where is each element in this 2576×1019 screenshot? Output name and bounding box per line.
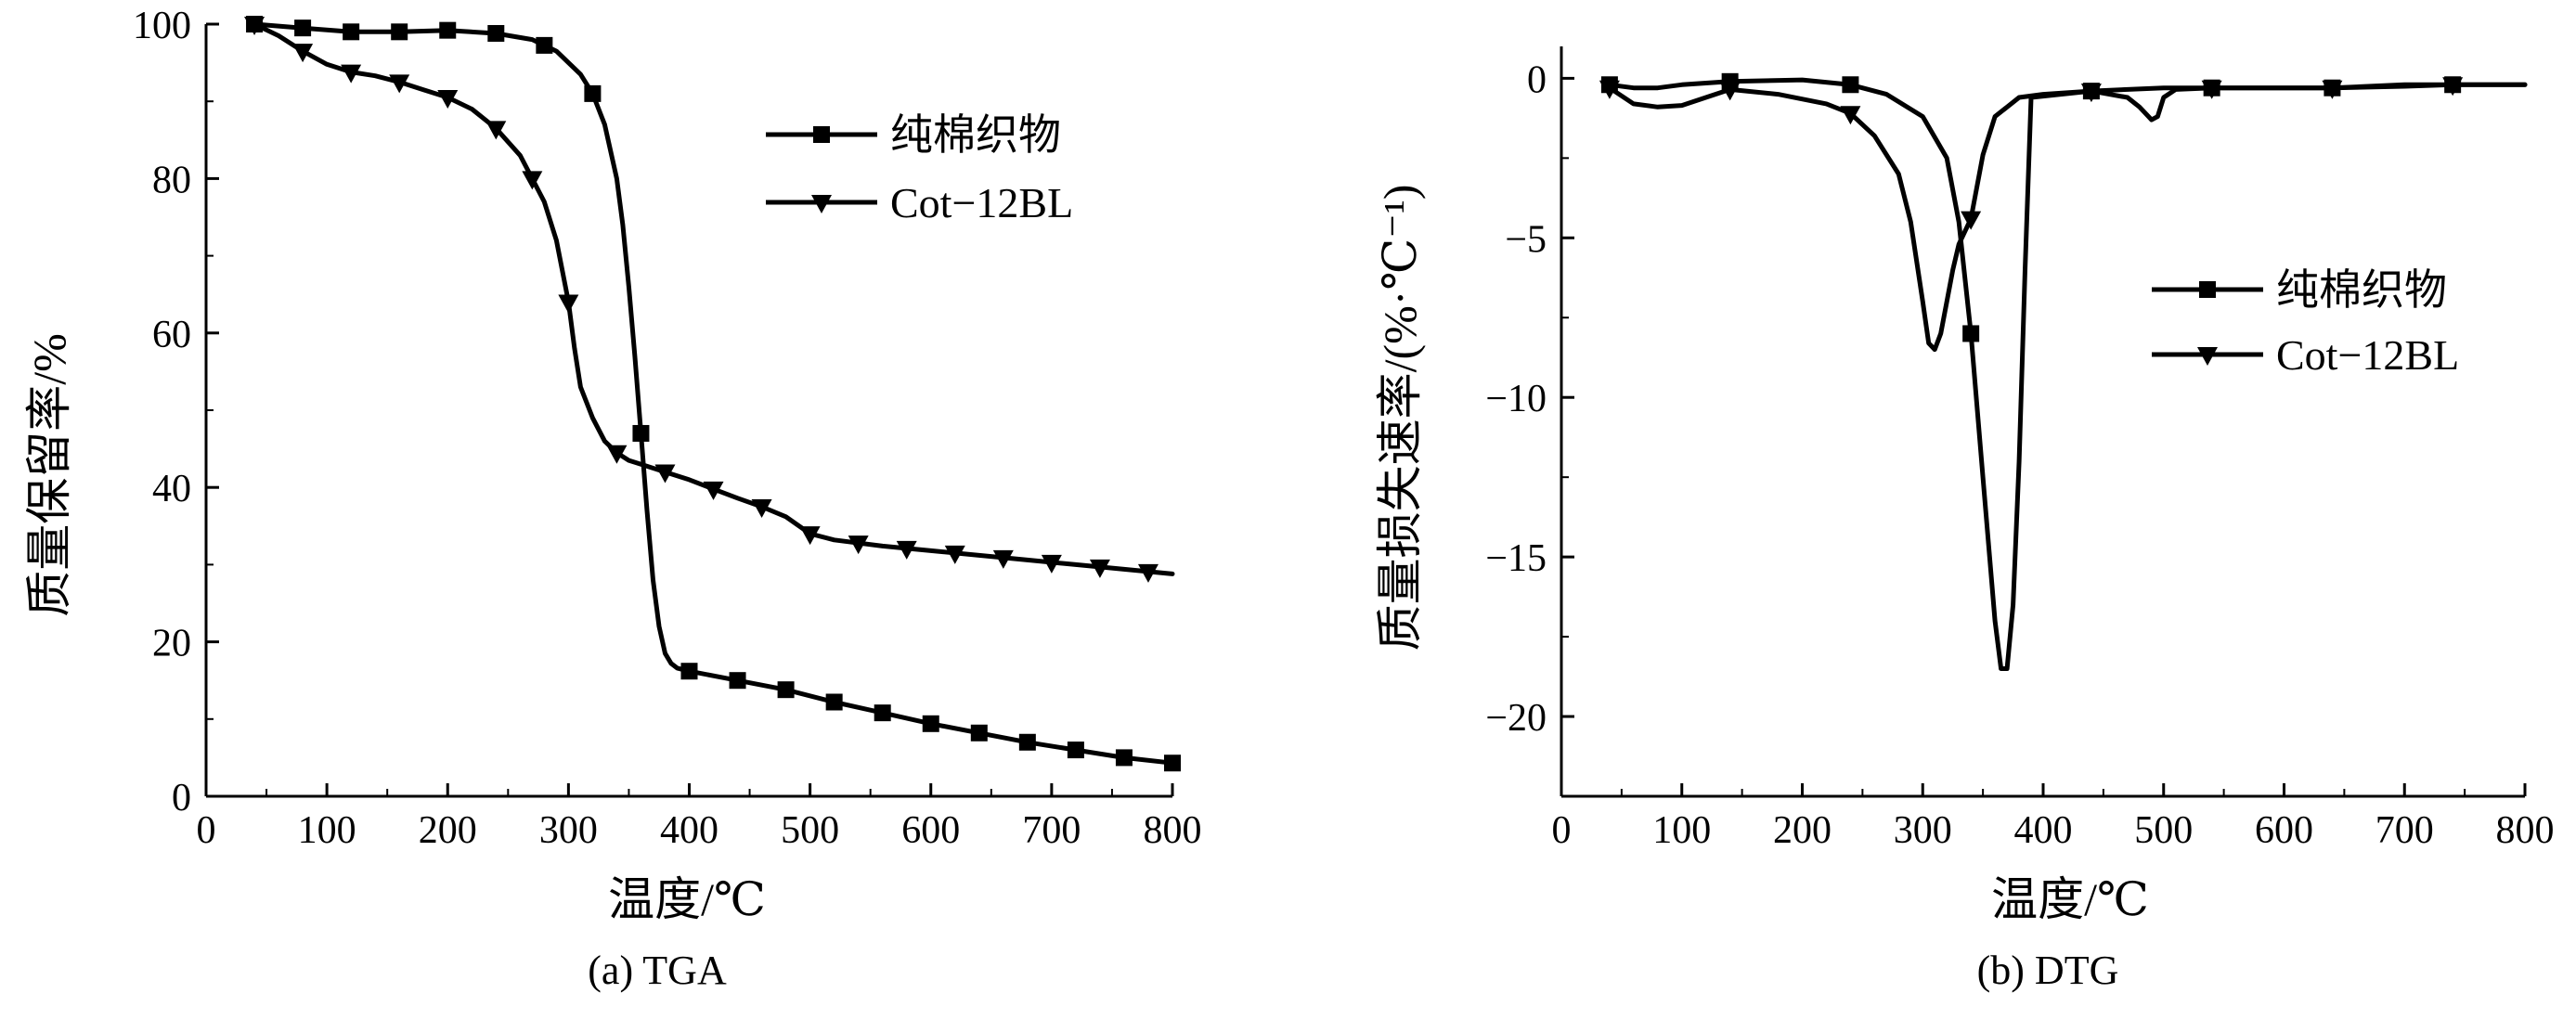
data-point-square [1164, 755, 1181, 772]
data-point-triangle [485, 121, 507, 140]
x-tick-label: 100 [1652, 809, 1711, 852]
y-tick-label: −5 [1505, 218, 1547, 261]
data-point-triangle [992, 549, 1014, 569]
x-tick-label: 600 [2255, 809, 2313, 852]
data-point-triangle [389, 74, 410, 94]
dtg-y-label: 质量损失速率/(%·℃⁻¹) [1374, 185, 1426, 651]
data-point-triangle [244, 17, 265, 35]
data-point-square [439, 21, 457, 39]
x-tick-label: 600 [901, 809, 960, 852]
data-point-triangle [522, 171, 543, 190]
y-tick-label: 100 [133, 5, 191, 47]
tga-chart: (a) TGA 温度/℃ 质量保留率/% 0 100 200 300 400 500 600… [23, 5, 1202, 993]
data-point-triangle [2080, 84, 2102, 103]
legend-marker-triangle [811, 195, 832, 213]
data-point-square [970, 724, 988, 742]
data-point-square [874, 704, 891, 722]
data-point-triangle [1041, 554, 1062, 574]
legend-marker-square [813, 126, 830, 143]
data-point-square [680, 663, 698, 680]
data-point-triangle [703, 481, 724, 500]
x-tick-label: 300 [1894, 809, 1952, 852]
legend-marker-triangle [2197, 347, 2218, 366]
tga-y-label: 质量保留率/% [23, 333, 75, 617]
x-tick-label: 500 [2134, 809, 2193, 852]
x-tick-label: 200 [1773, 809, 1832, 852]
y-tick-label: 0 [172, 777, 191, 819]
x-tick-label: 400 [660, 809, 718, 852]
data-point-triangle [1961, 211, 1982, 230]
data-point-square [1067, 742, 1084, 759]
x-tick-label: 0 [1552, 809, 1572, 852]
data-point-triangle [1719, 82, 1741, 101]
tga-x-label: 温度/℃ [608, 873, 766, 925]
data-point-triangle [848, 535, 869, 555]
data-point-triangle [1599, 80, 1620, 99]
tga-title: (a) TGA [588, 948, 727, 993]
data-point-triangle [1089, 559, 1110, 578]
dtg-title: (b) DTG [1977, 948, 2119, 993]
dtg-chart: (b) DTG 温度/℃ 质量损失速率/(%·℃⁻¹) 0 100 200 300 40… [1374, 46, 2555, 993]
dtg-x-label: 温度/℃ [1991, 873, 2149, 925]
data-point-square [536, 36, 553, 54]
x-tick-label: 400 [2014, 809, 2073, 852]
y-tick-label: 80 [152, 159, 191, 201]
data-point-triangle [606, 445, 628, 464]
x-tick-label: 800 [2496, 809, 2555, 852]
data-point-triangle [1137, 563, 1159, 583]
data-point-triangle [341, 64, 362, 84]
data-point-square [1115, 749, 1133, 767]
data-point-triangle [292, 44, 314, 63]
data-point-triangle [2322, 80, 2343, 99]
x-tick-label: 300 [539, 809, 598, 852]
x-tick-label: 700 [2375, 809, 2434, 852]
data-point-square [391, 23, 408, 41]
data-point-triangle [944, 545, 965, 564]
y-tick-label: 40 [152, 468, 191, 510]
x-tick-label: 800 [1144, 809, 1202, 852]
data-point-triangle [751, 499, 772, 518]
x-tick-label: 500 [781, 809, 839, 852]
data-point-triangle [2201, 80, 2222, 99]
data-point-triangle [1840, 106, 1861, 125]
y-tick-label: 60 [152, 314, 191, 356]
data-point-square [584, 84, 602, 102]
legend-label: Cot−12BL [2276, 331, 2459, 379]
data-point-square [1842, 76, 1859, 94]
data-point-triangle [437, 90, 459, 110]
series-line-1 [252, 21, 1175, 766]
data-point-triangle [2442, 77, 2464, 97]
x-tick-label: 700 [1022, 809, 1081, 852]
data-point-square [294, 19, 312, 37]
legend-label: 纯棉织物 [890, 111, 1061, 159]
y-tick-label: −20 [1485, 697, 1547, 740]
data-point-square [922, 715, 939, 732]
data-point-square [825, 693, 843, 711]
legend-marker-square [2199, 281, 2216, 298]
data-point-triangle [799, 526, 821, 546]
data-point-triangle [654, 464, 676, 484]
data-point-square [343, 23, 360, 41]
y-tick-label: 0 [1527, 58, 1547, 101]
x-tick-label: 200 [419, 809, 477, 852]
data-point-square [1018, 733, 1036, 751]
y-tick-label: −10 [1485, 378, 1547, 420]
x-tick-label: 100 [298, 809, 356, 852]
series-line-2 [1607, 82, 2528, 353]
data-point-square [729, 672, 746, 690]
x-tick-label: 0 [197, 809, 216, 852]
legend-label: Cot−12BL [890, 179, 1073, 226]
data-point-triangle [558, 294, 579, 314]
y-tick-label: −15 [1485, 537, 1547, 580]
data-point-square [487, 24, 505, 42]
data-point-square [1962, 325, 1980, 342]
legend-label: 纯棉织物 [2276, 266, 2447, 314]
data-point-triangle [896, 540, 917, 560]
data-point-square [632, 424, 650, 442]
y-tick-label: 20 [152, 623, 191, 665]
data-point-square [777, 681, 795, 699]
